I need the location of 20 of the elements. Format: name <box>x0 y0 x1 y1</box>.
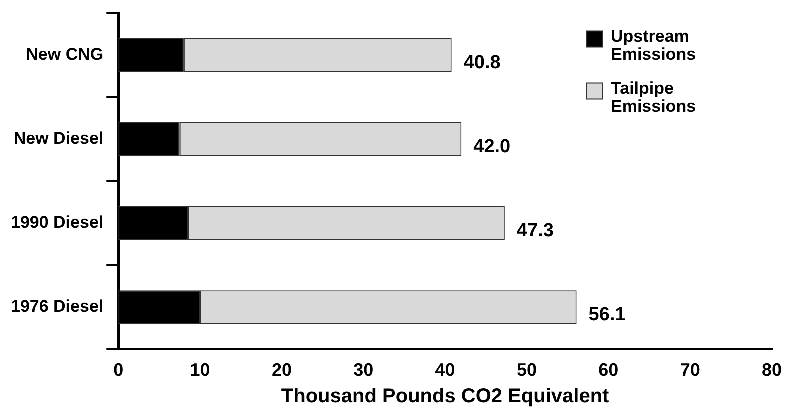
x-tick-label: 60 <box>598 360 619 380</box>
y-tick-label: New Diesel <box>14 128 104 148</box>
x-tick-label: 10 <box>190 360 210 380</box>
y-tick-label: 1990 Diesel <box>10 213 104 232</box>
x-tick-label: 20 <box>272 360 292 380</box>
total-label: 40.8 <box>464 52 501 74</box>
legend-label: Upstream Emissions <box>611 26 696 64</box>
x-axis-title: Thousand Pounds CO2 Equivalent <box>281 386 610 408</box>
x-tick-label: 0 <box>114 360 124 380</box>
x-tick-label: 50 <box>516 360 537 380</box>
y-tick-label: New CNG <box>26 44 104 64</box>
x-tick-label: 40 <box>435 360 456 380</box>
x-tick-label: 70 <box>680 360 700 380</box>
total-label: 56.1 <box>588 304 626 326</box>
legend-label: Tailpipe Emissions <box>611 78 696 116</box>
total-label: 42.0 <box>474 136 511 158</box>
total-label: 47.3 <box>516 220 554 242</box>
x-tick-label: 30 <box>354 360 374 380</box>
x-tick-label: 80 <box>762 360 782 380</box>
y-tick-label: 1976 Diesel <box>10 297 104 316</box>
